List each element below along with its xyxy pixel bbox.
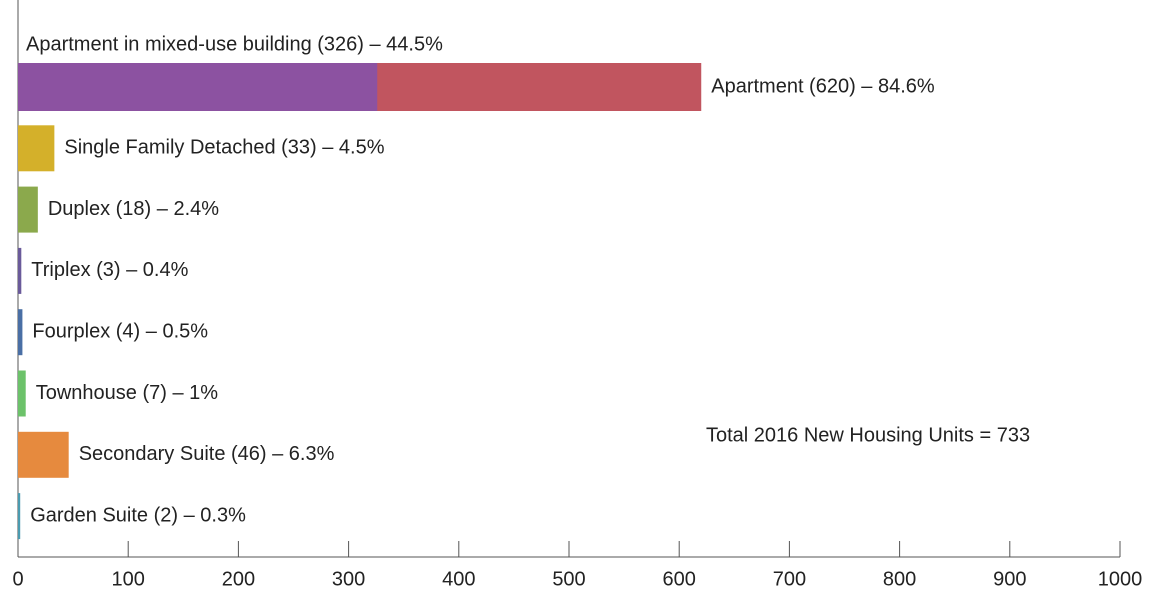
x-tick-label: 700 bbox=[773, 568, 806, 590]
x-tick-label: 1000 bbox=[1098, 568, 1143, 590]
bar bbox=[18, 370, 26, 417]
bar-label: Fourplex (4) – 0.5% bbox=[32, 320, 208, 342]
bar-label: Garden Suite (2) – 0.3% bbox=[30, 504, 246, 526]
x-tick-label: 600 bbox=[663, 568, 696, 590]
x-tick-label: 0 bbox=[12, 568, 23, 590]
bar bbox=[18, 247, 22, 294]
bar-label: Secondary Suite (46) – 6.3% bbox=[79, 443, 335, 465]
x-tick-label: 100 bbox=[112, 568, 145, 590]
bar-label: Triplex (3) – 0.4% bbox=[31, 259, 188, 281]
x-tick-label: 300 bbox=[332, 568, 365, 590]
bar bbox=[18, 431, 69, 478]
x-tick-label: 400 bbox=[442, 568, 475, 590]
bar-label: Single Family Detached (33) – 4.5% bbox=[64, 137, 384, 159]
annotation: Total 2016 New Housing Units = 733 bbox=[706, 424, 1030, 446]
overlay-bar bbox=[18, 63, 378, 111]
bar-label: Duplex (18) – 2.4% bbox=[48, 198, 219, 220]
bar bbox=[18, 493, 21, 540]
bar bbox=[18, 186, 38, 233]
bar bbox=[18, 309, 23, 356]
x-tick-label: 900 bbox=[993, 568, 1026, 590]
overlay-label: Apartment in mixed-use building (326) – … bbox=[26, 33, 443, 55]
bar-label: Apartment (620) – 84.6% bbox=[711, 75, 935, 97]
x-tick-label: 800 bbox=[883, 568, 916, 590]
x-tick-label: 500 bbox=[552, 568, 585, 590]
bar bbox=[18, 125, 55, 172]
bar-label: Townhouse (7) – 1% bbox=[36, 382, 219, 404]
x-tick-label: 200 bbox=[222, 568, 255, 590]
